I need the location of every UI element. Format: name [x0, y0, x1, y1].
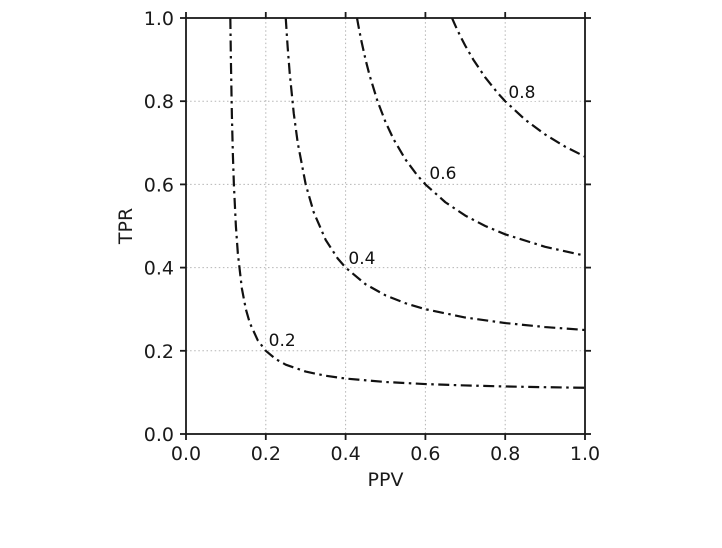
contour-curves-layer — [229, 17, 586, 389]
axes-layer — [180, 12, 591, 440]
x-tick-label-0.0: 0.0 — [171, 443, 201, 465]
x-tick-label-0.6: 0.6 — [410, 443, 440, 465]
x-tick-label-1.0: 1.0 — [570, 443, 600, 465]
contour-label-0.6: 0.6 — [429, 164, 456, 184]
x-axis-label: PPV — [368, 469, 404, 491]
f1-curve-0.4 — [284, 17, 586, 332]
y-tick-label-0.4: 0.4 — [144, 258, 174, 280]
x-tick-label-0.4: 0.4 — [330, 443, 360, 465]
y-axis-label: TPR — [115, 208, 137, 245]
y-tick-label-0.8: 0.8 — [144, 91, 174, 113]
y-tick-label-1.0: 1.0 — [144, 8, 174, 30]
contour-label-bg-0.2 — [266, 329, 299, 349]
contour-label-0.8: 0.8 — [508, 83, 535, 103]
x-tick-label-0.8: 0.8 — [490, 443, 520, 465]
contour-label-bg-0.4 — [345, 248, 378, 268]
contour-label-bg-0.6 — [426, 163, 459, 183]
grid-layer — [185, 17, 586, 435]
contour-label-0.4: 0.4 — [348, 249, 375, 269]
x-tick-label-0.2: 0.2 — [251, 443, 281, 465]
contour-labels-layer: 0.2 0.4 0.6 0.8 — [266, 82, 538, 351]
y-tick-label-0.6: 0.6 — [144, 174, 174, 196]
plot-border — [185, 17, 586, 435]
f1-curve-0.2 — [229, 17, 586, 389]
y-tick-label-0.2: 0.2 — [144, 341, 174, 363]
y-tick-label-0.0: 0.0 — [144, 424, 174, 446]
f1-curve-0.6 — [355, 17, 586, 257]
contour-label-0.2: 0.2 — [269, 331, 296, 351]
contour-label-bg-0.8 — [505, 82, 538, 102]
tick-labels-layer: 0.0 0.2 0.4 0.6 0.8 1.0 0.0 0.2 0.4 0.6 0.8 1.0 — [144, 8, 600, 465]
f1-curve-0.8 — [450, 17, 586, 158]
